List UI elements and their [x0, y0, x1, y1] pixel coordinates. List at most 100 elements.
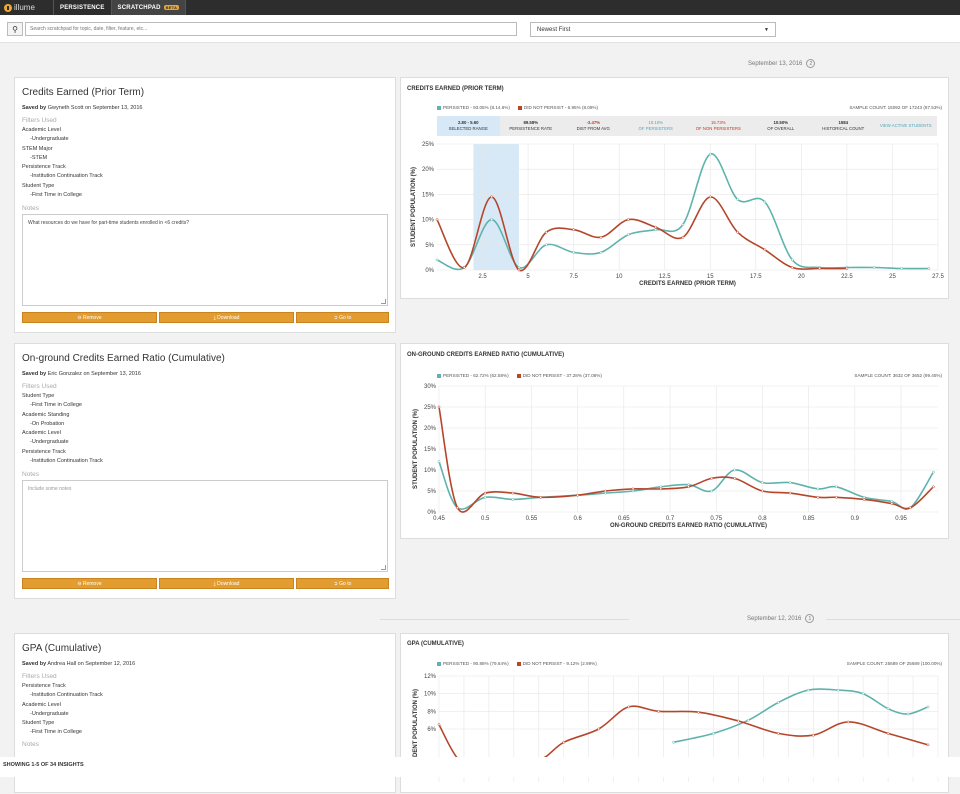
filter-value: -Undergraduate	[30, 136, 69, 143]
filter-value: -First Time in College	[30, 192, 82, 199]
data-point	[544, 243, 548, 247]
data-point	[599, 235, 603, 239]
data-point	[906, 712, 910, 716]
x-tick-label: 0.75	[710, 516, 722, 522]
on-ground-ratio-chart[interactable]: 0% 5% 10% 15% 20% 25% 30% 0.45 0.5 0.55 0.6 0.65 0.7…	[401, 344, 950, 540]
resize-handle-icon[interactable]	[381, 299, 386, 304]
y-tick-label: 0%	[425, 268, 434, 274]
scratchpad-toolbar: ⚲ Newest First▼	[0, 15, 960, 43]
resize-handle-icon[interactable]	[381, 565, 386, 570]
selected-range-band	[473, 144, 519, 270]
data-point	[710, 477, 713, 480]
data-point	[737, 719, 740, 723]
remove-button[interactable]: ⊖ Remove	[22, 312, 157, 323]
x-tick-label: 0.5	[481, 516, 490, 522]
chart-title: CREDITS EARNED (PRIOR TERM)	[407, 86, 504, 92]
filter-name: Student Type	[22, 720, 55, 727]
data-point	[736, 198, 739, 201]
filter-name: STEM Major	[22, 145, 53, 152]
insight-card: Credits Earned (Prior Term) Saved by Gwy…	[14, 77, 396, 333]
data-point	[597, 727, 601, 731]
remove-button[interactable]: ⊖ Remove	[22, 578, 157, 589]
legend-swatch	[516, 373, 521, 378]
data-point	[599, 251, 603, 254]
data-point	[761, 489, 764, 493]
chart-title: GPA (CUMULATIVE)	[407, 641, 464, 647]
chart-card-credits-earned: CREDITS EARNED (PRIOR TERM) PERSISTED - …	[400, 77, 949, 299]
filter-value: -STEM	[30, 154, 48, 161]
data-point	[712, 732, 715, 735]
x-tick-label: 2.5	[478, 274, 487, 280]
search-input[interactable]	[25, 22, 517, 36]
saved-by: Saved by Gwyneth Scott on September 13, …	[22, 105, 143, 111]
x-tick-label: 0.8	[758, 516, 767, 522]
x-tick-label: 0.7	[666, 516, 675, 522]
view-active-students-link[interactable]: VIEW ACTIVE STUDENTS	[879, 123, 932, 128]
data-point	[511, 498, 515, 501]
legend-swatch	[517, 105, 522, 110]
filters-heading: Filters Used	[22, 673, 57, 680]
filter-value: -On Probation	[30, 420, 65, 427]
results-status: SHOWING 1-5 OF 34 INSIGHTS	[0, 757, 960, 777]
y-tick-label: 8%	[427, 709, 436, 715]
filter-name: Academic Level	[22, 701, 61, 708]
data-point	[932, 485, 935, 489]
goto-button[interactable]: ➲ Go to	[296, 312, 389, 323]
data-point	[437, 723, 441, 726]
illume-logo[interactable]: illume	[0, 0, 54, 15]
date-group-header: September 12, 2016 1	[747, 614, 815, 623]
filter-value: -Institution Continuation Track	[30, 692, 103, 699]
data-point	[654, 225, 657, 229]
y-axis-label: STUDENT POPULATION (%)	[413, 409, 419, 489]
data-point	[710, 489, 713, 493]
data-point	[790, 258, 794, 262]
x-tick-label: 22.5	[841, 274, 853, 280]
x-tick-label: 0.45	[433, 516, 445, 522]
tab-scratchpad[interactable]: SCRATCHPAD BETA	[111, 0, 187, 15]
y-tick-label: 12%	[424, 674, 437, 680]
insight-count-badge: 2	[806, 59, 816, 68]
legend-swatch	[437, 661, 441, 666]
search-button[interactable]: ⚲	[7, 22, 23, 36]
data-point	[733, 477, 737, 480]
data-point	[544, 230, 548, 234]
data-point	[697, 710, 700, 714]
notes-textarea[interactable]: What resources do we have for part-time …	[22, 214, 388, 306]
download-button[interactable]: ⤓ Download	[159, 312, 294, 323]
filter-value: -First Time in College	[30, 729, 82, 736]
stat-dist-from-avg: -3.47% DIST FROM AVG	[576, 120, 610, 131]
credits-earned-chart[interactable]: 0% 5% 10% 15% 20% 25% 2.5 5 7.5 10 12.5 15 17.5 20 22.…	[401, 78, 950, 300]
data-point	[708, 152, 712, 156]
stat-of-persisters: 10.10% OF PERSISTERS	[638, 120, 673, 131]
data-point	[708, 195, 712, 199]
sort-dropdown[interactable]: Newest First ▼	[530, 22, 776, 37]
filters-heading: Filters Used	[22, 383, 57, 390]
notes-textarea[interactable]: Include some notes	[22, 480, 388, 572]
data-point	[846, 720, 850, 724]
chart-legend: PERSISTED - 62.72% (62.58%) DID NOT PERS…	[437, 373, 602, 378]
data-point	[517, 266, 521, 269]
data-point	[659, 487, 663, 491]
data-point	[572, 251, 575, 254]
y-tick-label: 10%	[422, 218, 435, 224]
tab-persistence[interactable]: PERSISTENCE	[54, 0, 112, 15]
notes-heading: Notes	[22, 471, 39, 478]
goto-button[interactable]: ➲ Go to	[296, 578, 389, 589]
data-point	[836, 688, 840, 692]
legend-swatch	[437, 105, 441, 110]
data-point	[576, 493, 579, 497]
x-tick-label: 10	[616, 274, 623, 280]
y-tick-label: 10%	[424, 692, 437, 698]
filter-name: Academic Level	[22, 127, 61, 133]
saved-by: Saved by Eric Gonzalez on September 13, …	[22, 371, 141, 377]
insight-title: GPA (Cumulative)	[22, 643, 102, 654]
download-button[interactable]: ⤓ Download	[159, 578, 294, 589]
x-tick-label: 0.9	[851, 516, 860, 522]
data-point	[539, 495, 542, 499]
goto-icon: ➲	[333, 580, 338, 587]
y-tick-label: 25%	[422, 142, 435, 148]
data-point	[788, 491, 792, 495]
data-point	[681, 223, 685, 226]
data-point	[483, 491, 487, 495]
data-point	[816, 487, 820, 491]
